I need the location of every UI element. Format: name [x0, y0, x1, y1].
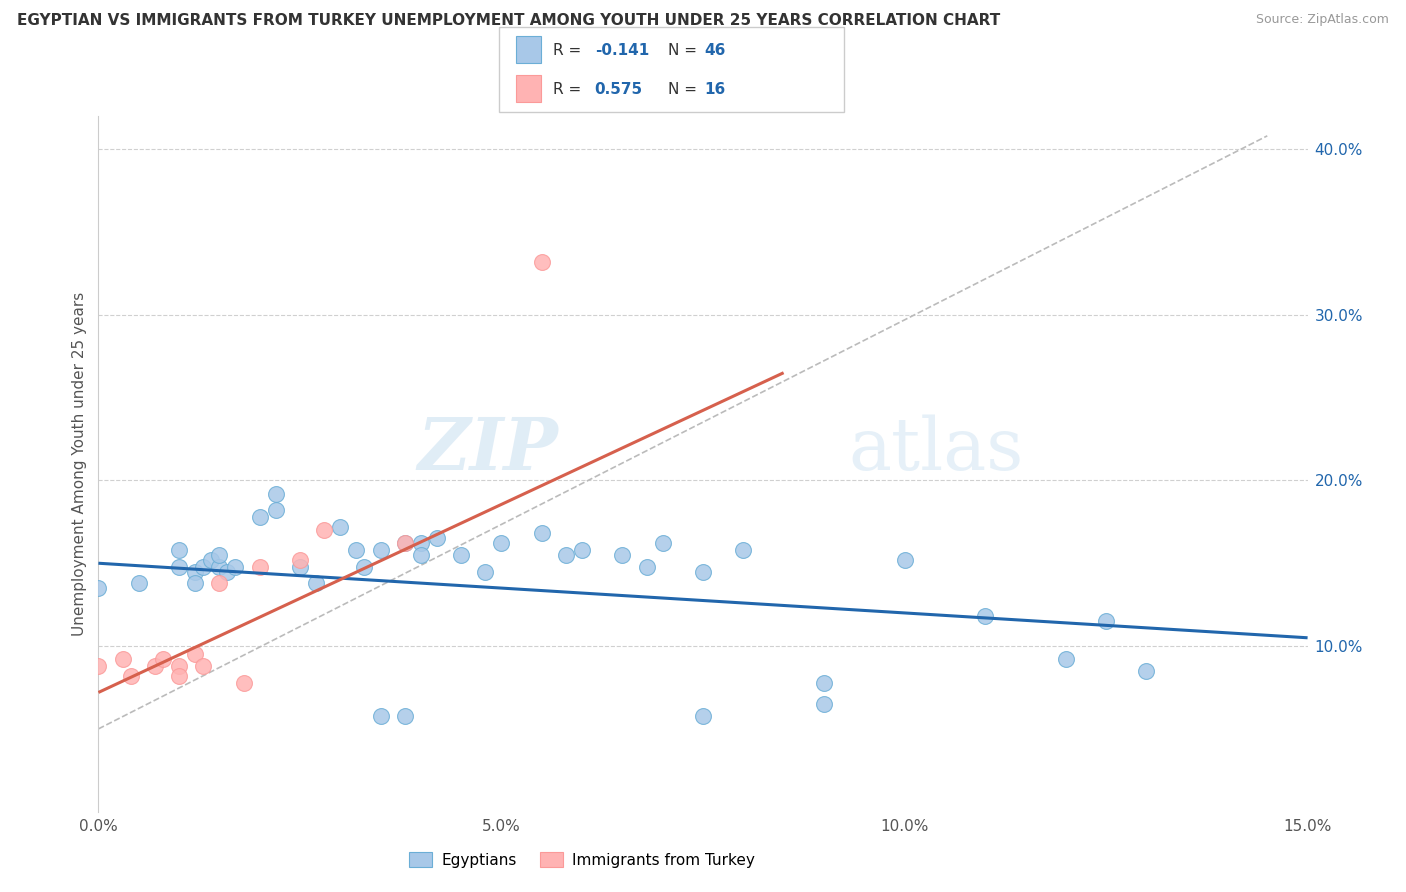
- Point: [813, 675, 835, 690]
- Text: N =: N =: [668, 43, 702, 58]
- Point: [167, 543, 190, 558]
- Point: [394, 536, 416, 550]
- Point: [128, 576, 150, 591]
- Point: [305, 576, 328, 591]
- Text: 0.575: 0.575: [595, 82, 643, 97]
- Point: [200, 553, 222, 567]
- Point: [152, 652, 174, 666]
- Point: [450, 548, 472, 562]
- Point: [184, 648, 207, 662]
- Point: [249, 509, 271, 524]
- Text: atlas: atlas: [848, 415, 1024, 485]
- Point: [314, 523, 336, 537]
- Point: [208, 576, 231, 591]
- Point: [167, 559, 190, 574]
- Text: -0.141: -0.141: [595, 43, 650, 58]
- Point: [555, 548, 578, 562]
- Point: [651, 536, 673, 550]
- Point: [217, 565, 239, 579]
- Point: [370, 543, 392, 558]
- Point: [193, 659, 215, 673]
- Point: [474, 565, 496, 579]
- Point: [111, 652, 134, 666]
- Point: [143, 659, 166, 673]
- Text: ZIP: ZIP: [418, 415, 558, 485]
- Point: [167, 669, 190, 683]
- Point: [288, 553, 311, 567]
- Point: [344, 543, 367, 558]
- Point: [612, 548, 634, 562]
- Text: 16: 16: [704, 82, 725, 97]
- Text: Source: ZipAtlas.com: Source: ZipAtlas.com: [1256, 13, 1389, 27]
- Point: [636, 559, 658, 574]
- Point: [120, 669, 142, 683]
- Point: [193, 559, 215, 574]
- Point: [491, 536, 513, 550]
- Point: [530, 526, 553, 541]
- Point: [692, 565, 714, 579]
- Point: [224, 559, 246, 574]
- Point: [184, 576, 207, 591]
- Y-axis label: Unemployment Among Youth under 25 years: Unemployment Among Youth under 25 years: [72, 292, 87, 636]
- Text: R =: R =: [553, 43, 586, 58]
- Point: [692, 708, 714, 723]
- Point: [813, 697, 835, 711]
- Point: [394, 708, 416, 723]
- Text: N =: N =: [668, 82, 702, 97]
- Point: [409, 536, 432, 550]
- Point: [208, 548, 231, 562]
- Point: [974, 609, 997, 624]
- Point: [87, 659, 110, 673]
- Point: [167, 659, 190, 673]
- Point: [232, 675, 254, 690]
- Text: 46: 46: [704, 43, 725, 58]
- Point: [1095, 614, 1118, 628]
- Point: [1054, 652, 1077, 666]
- Legend: Egyptians, Immigrants from Turkey: Egyptians, Immigrants from Turkey: [404, 846, 761, 873]
- Point: [288, 559, 311, 574]
- Point: [409, 548, 432, 562]
- Point: [571, 543, 593, 558]
- Point: [530, 254, 553, 268]
- Point: [249, 559, 271, 574]
- Point: [353, 559, 375, 574]
- Text: R =: R =: [553, 82, 586, 97]
- Point: [394, 536, 416, 550]
- Point: [208, 559, 231, 574]
- Point: [87, 581, 110, 595]
- Point: [264, 503, 287, 517]
- Point: [1135, 664, 1157, 678]
- Point: [426, 532, 449, 546]
- Point: [733, 543, 755, 558]
- Point: [370, 708, 392, 723]
- Point: [893, 553, 915, 567]
- Point: [264, 486, 287, 500]
- Point: [329, 520, 352, 534]
- Point: [184, 565, 207, 579]
- Text: EGYPTIAN VS IMMIGRANTS FROM TURKEY UNEMPLOYMENT AMONG YOUTH UNDER 25 YEARS CORRE: EGYPTIAN VS IMMIGRANTS FROM TURKEY UNEMP…: [17, 13, 1000, 29]
